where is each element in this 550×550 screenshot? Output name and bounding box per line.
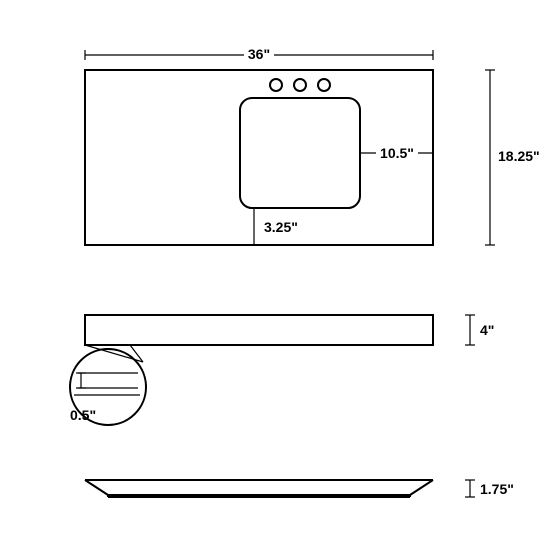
dim-side-height: 4" <box>465 315 494 345</box>
dim-label: 1.75" <box>480 481 514 497</box>
base-view <box>85 480 433 497</box>
faucet-hole <box>294 79 306 91</box>
detail-callout: 0.5" <box>70 345 146 425</box>
dim-label: 4" <box>480 322 494 338</box>
dim-top-width: 36" <box>85 43 433 62</box>
technical-drawing: 36" 18.25" 10.5" 3.25" 4" <box>0 0 550 550</box>
faucet-hole <box>318 79 330 91</box>
dim-label: 18.25" <box>498 148 540 164</box>
sink-outline <box>240 98 360 208</box>
dim-label: 10.5" <box>380 145 414 161</box>
dim-label: 36" <box>248 46 270 62</box>
dim-label: 0.5" <box>70 407 96 423</box>
side-view <box>85 315 433 345</box>
dim-base-height: 1.75" <box>465 480 514 497</box>
dim-label: 3.25" <box>264 219 298 235</box>
dim-inset-bottom: 3.25" <box>249 208 298 245</box>
dim-inset-right: 10.5" <box>360 143 433 161</box>
dim-right-height: 18.25" <box>485 70 540 245</box>
faucet-hole <box>270 79 282 91</box>
